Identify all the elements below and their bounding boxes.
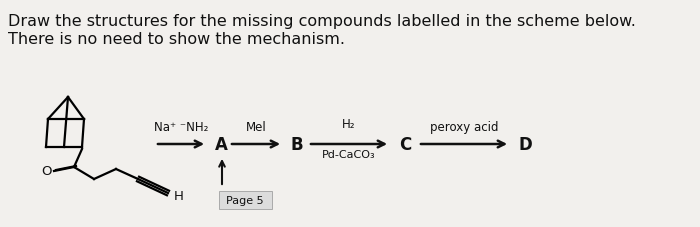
Text: C: C xyxy=(399,135,412,153)
Text: There is no need to show the mechanism.: There is no need to show the mechanism. xyxy=(8,32,345,47)
Text: A: A xyxy=(215,135,228,153)
Text: H: H xyxy=(174,190,184,203)
Text: Draw the structures for the missing compounds labelled in the scheme below.: Draw the structures for the missing comp… xyxy=(8,14,636,29)
Text: H₂: H₂ xyxy=(342,118,356,131)
Text: peroxy acid: peroxy acid xyxy=(430,121,498,133)
Text: D: D xyxy=(518,135,532,153)
Text: B: B xyxy=(290,135,302,153)
Text: Na⁺ ⁻NH₂: Na⁺ ⁻NH₂ xyxy=(154,121,208,133)
FancyBboxPatch shape xyxy=(218,191,272,210)
Text: Pd-CaCO₃: Pd-CaCO₃ xyxy=(322,149,376,159)
Text: Mel: Mel xyxy=(246,121,267,133)
Text: O: O xyxy=(42,165,52,178)
Text: Page 5: Page 5 xyxy=(226,195,264,205)
